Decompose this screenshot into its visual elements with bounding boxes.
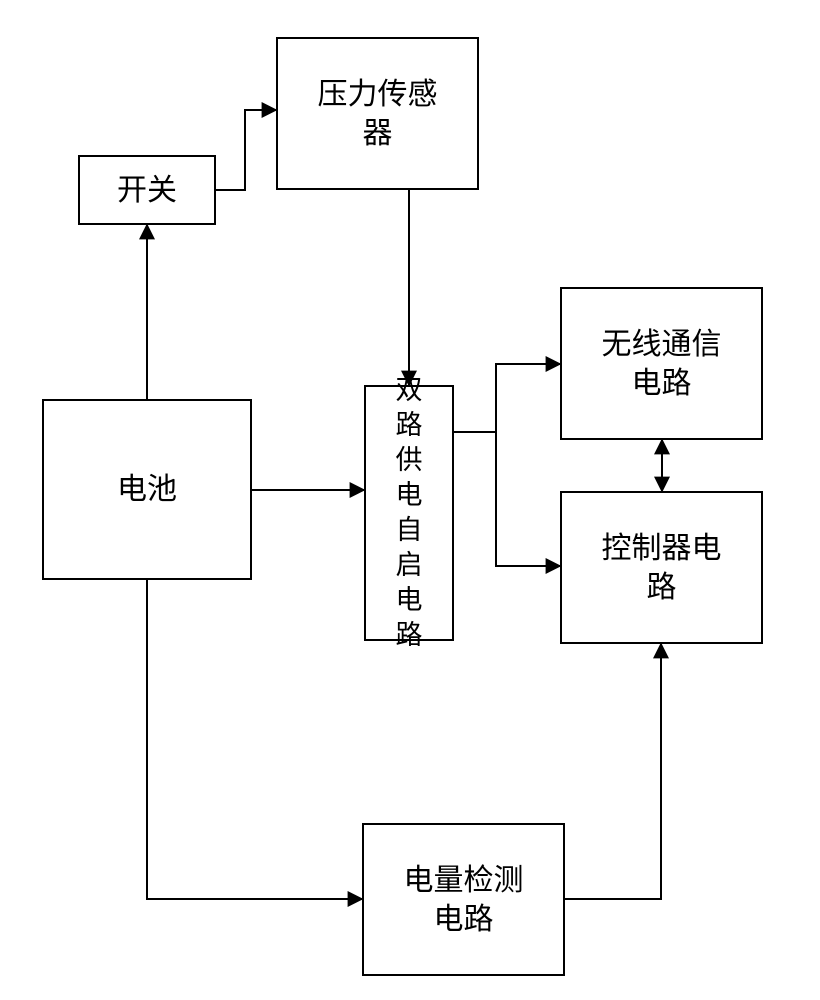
block-diagram: 压力传感器开关电池 双路供电自启电路 无线通信电路控制器电路电量检测电路 (0, 0, 820, 1000)
node-pressure_sensor: 压力传感器 (276, 37, 479, 190)
node-wireless: 无线通信电路 (560, 287, 763, 440)
node-switch: 开关 (78, 155, 216, 225)
node-battery: 电池 (42, 399, 252, 580)
node-battery_detect: 电量检测电路 (362, 823, 565, 976)
node-controller: 控制器电路 (560, 491, 763, 644)
node-dual_power: 双路供电自启电路 (364, 385, 454, 641)
